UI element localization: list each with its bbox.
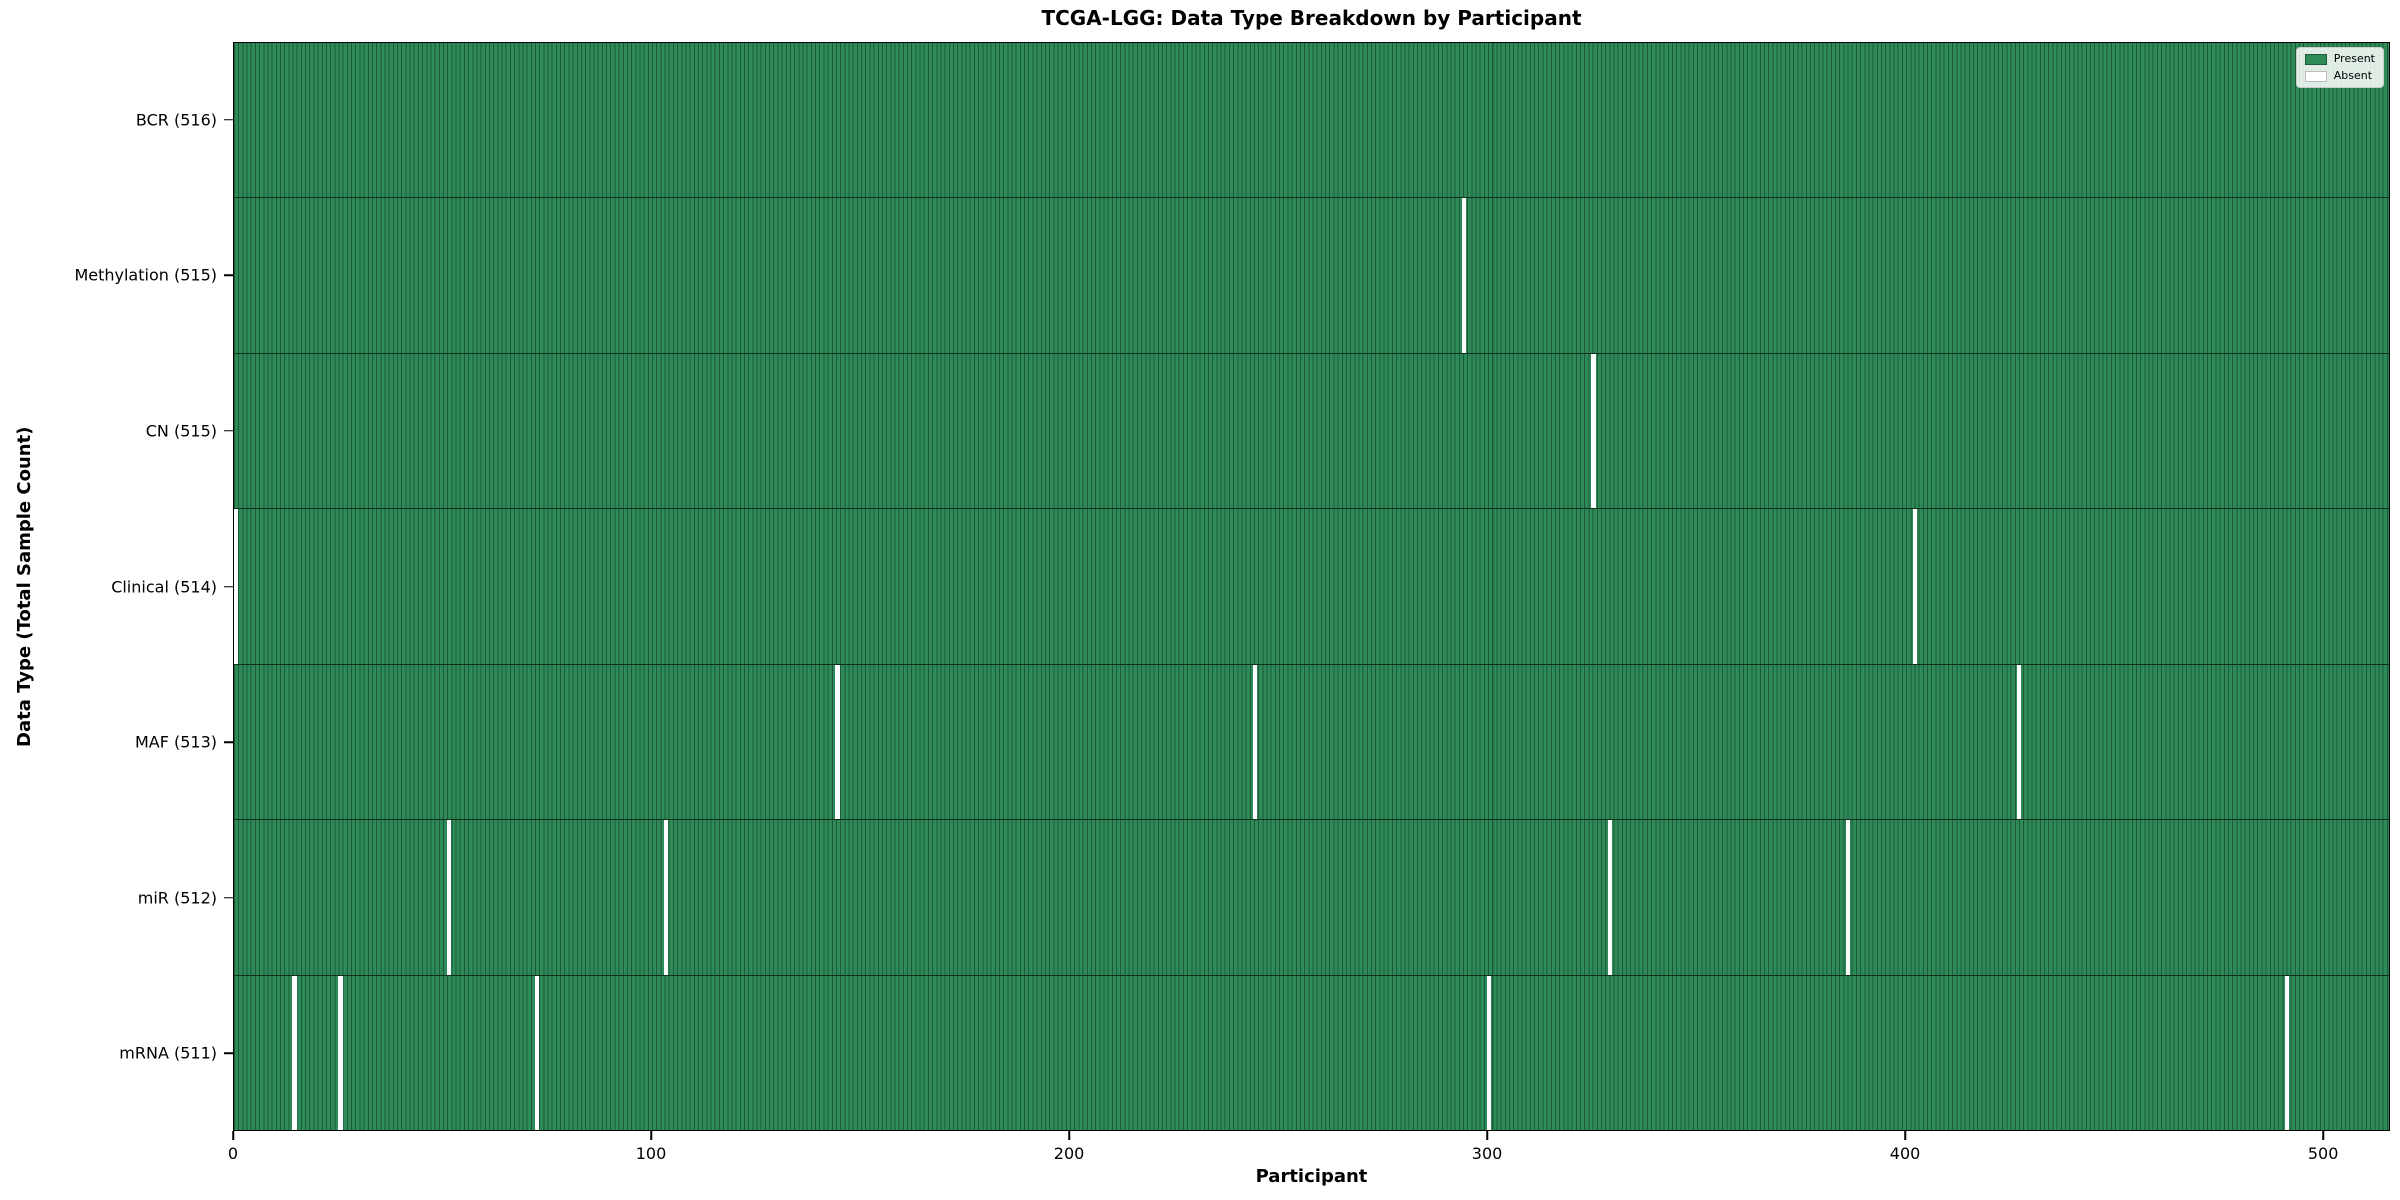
- heatmap-row-cn: [234, 352, 2389, 509]
- absent-gap-mir-386: [1846, 820, 1851, 975]
- legend-swatch-absent: [2304, 70, 2327, 82]
- x-tick-label-300: 300: [1471, 1144, 1503, 1163]
- absent-gap-clinical-402: [1912, 509, 1918, 664]
- heatmap-row-bcr: [234, 43, 2389, 198]
- y-tick-mark: [224, 896, 233, 899]
- heatmap-row-clinical: [234, 508, 2389, 664]
- x-axis-label: Participant: [1255, 1166, 1368, 1187]
- x-tick-mark: [1904, 1131, 1906, 1140]
- absent-gap-mrna-25: [338, 975, 343, 1130]
- plot-area: Present Absent: [233, 42, 2390, 1131]
- x-tick-label-0: 0: [227, 1144, 239, 1163]
- y-tick-label-mir: miR (512): [137, 888, 217, 908]
- y-tick-label-mrna: mRNA (511): [119, 1043, 217, 1063]
- absent-gap-mrna-72: [534, 975, 539, 1130]
- legend: Present Absent: [2295, 47, 2384, 88]
- x-tick-mark: [650, 1131, 652, 1140]
- absent-gap-cn-325: [1591, 353, 1596, 509]
- y-tick-mark: [224, 274, 233, 277]
- absent-gap-mrna-300: [1486, 975, 1492, 1130]
- legend-item-present: Present: [2304, 52, 2375, 65]
- x-tick-mark: [1068, 1131, 1070, 1140]
- heatmap-row-mrna: [234, 974, 2389, 1130]
- heatmap-rows: [234, 43, 2389, 1130]
- heatmap-row-maf: [234, 663, 2389, 820]
- absent-gap-clinical-0: [234, 509, 239, 664]
- y-axis-ticks: BCR (516) Methylation (515) CN (515) Clinic…: [0, 42, 233, 1131]
- y-tick-label-maf: MAF (513): [134, 732, 217, 752]
- absent-gap-mrna-14: [292, 975, 297, 1130]
- x-tick-mark: [232, 1131, 234, 1140]
- absent-gap-maf-244: [1253, 664, 1258, 820]
- y-tick-label-cn: CN (515): [145, 421, 217, 441]
- legend-item-absent: Absent: [2304, 69, 2375, 82]
- absent-gap-maf-144: [835, 664, 840, 820]
- absent-gap-mir-103: [664, 820, 669, 975]
- heatmap-row-methylation: [234, 197, 2389, 353]
- legend-label-present: Present: [2333, 52, 2375, 65]
- y-tick-mark: [224, 741, 233, 743]
- absent-gap-maf-427: [2017, 664, 2022, 820]
- legend-swatch-present: [2304, 53, 2327, 65]
- y-tick-label-methylation: Methylation (515): [74, 265, 217, 285]
- legend-label-absent: Absent: [2333, 69, 2373, 82]
- y-tick-mark: [224, 585, 233, 588]
- absent-gap-mir-51: [446, 820, 452, 975]
- absent-gap-methylation-294: [1461, 198, 1467, 353]
- chart-title: TCGA-LGG: Data Type Breakdown by Partici…: [1041, 6, 1582, 30]
- y-tick-mark: [224, 430, 233, 432]
- x-tick-label-200: 200: [1053, 1144, 1085, 1163]
- y-tick-mark: [224, 119, 233, 121]
- heatmap-row-mir: [234, 819, 2389, 975]
- x-tick-mark: [2322, 1131, 2324, 1140]
- y-tick-label-clinical: Clinical (514): [111, 577, 217, 596]
- absent-gap-mir-329: [1608, 820, 1613, 975]
- x-tick-label-100: 100: [635, 1144, 667, 1163]
- y-tick-label-bcr: BCR (516): [135, 110, 217, 130]
- absent-gap-mrna-491: [2284, 975, 2289, 1130]
- x-axis-ticks: 0 100 200 300 400 500: [228, 1131, 2390, 1191]
- x-tick-label-400: 400: [1889, 1144, 1921, 1163]
- y-tick-mark: [224, 1052, 233, 1054]
- x-tick-label-500: 500: [2307, 1144, 2339, 1163]
- x-tick-mark: [1486, 1131, 1488, 1140]
